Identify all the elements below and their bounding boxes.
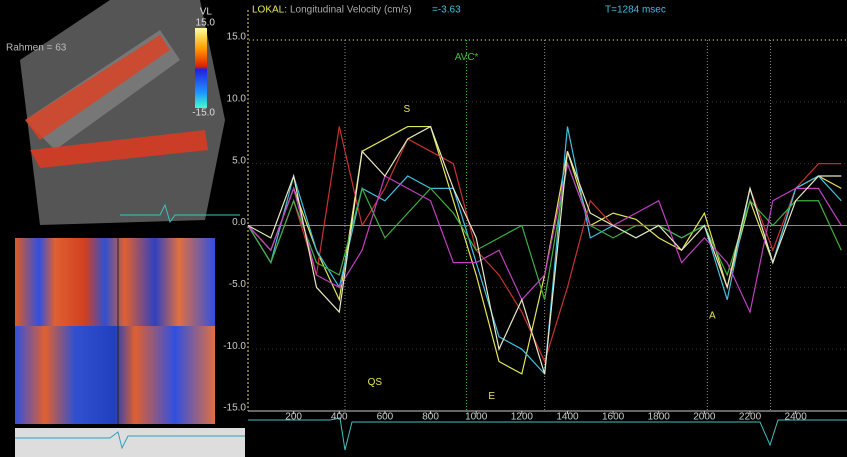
y-tick-label: 0.0 [232, 217, 246, 228]
x-tick-label: 600 [377, 412, 394, 423]
annotation: AVC* [455, 52, 479, 63]
annotation: QS [368, 377, 383, 388]
header-measure: Longitudinal Velocity (cm/s) [290, 5, 412, 16]
y-tick-label: -5.0 [229, 279, 247, 290]
colorbar [195, 28, 207, 108]
mmode-top [15, 238, 215, 326]
x-tick-label: 1800 [648, 412, 671, 423]
page: Rahmen = 63 VL 15.0 -15.0 LOKAL: Longitu… [0, 0, 847, 457]
x-tick-label: 800 [422, 412, 439, 423]
colorbar-title: VL [200, 7, 213, 18]
x-tick-label: 2200 [739, 412, 762, 423]
y-tick-label: -10.0 [223, 341, 246, 352]
header-time: T=1284 msec [605, 5, 666, 16]
x-tick-label: 1600 [602, 412, 625, 423]
frame-label: Rahmen = 63 [6, 43, 67, 54]
colorbar-min: -15.0 [192, 108, 215, 119]
y-tick-label: 10.0 [227, 93, 247, 104]
header-reading: =-3.63 [432, 5, 461, 16]
x-tick-label: 1400 [556, 412, 579, 423]
y-tick-label: 5.0 [232, 155, 246, 166]
y-tick-label: 15.0 [227, 32, 247, 43]
ecg-strip [15, 428, 245, 457]
screen: Rahmen = 63 VL 15.0 -15.0 LOKAL: Longitu… [0, 0, 847, 457]
x-tick-label: 2400 [785, 412, 808, 423]
x-tick-label: 1200 [511, 412, 534, 423]
colorbar-max: 15.0 [196, 18, 216, 29]
annotation: S [403, 104, 410, 115]
annotation: E [488, 391, 495, 402]
x-tick-label: 400 [331, 412, 348, 423]
x-tick-label: 200 [285, 412, 302, 423]
annotation: A [709, 310, 716, 321]
ecg-trace [248, 418, 847, 450]
mmode-bottom [15, 326, 215, 424]
y-tick-label: -15.0 [223, 403, 246, 414]
x-tick-label: 2000 [693, 412, 716, 423]
header-mode: LOKAL: [252, 5, 287, 16]
x-tick-label: 1000 [465, 412, 488, 423]
